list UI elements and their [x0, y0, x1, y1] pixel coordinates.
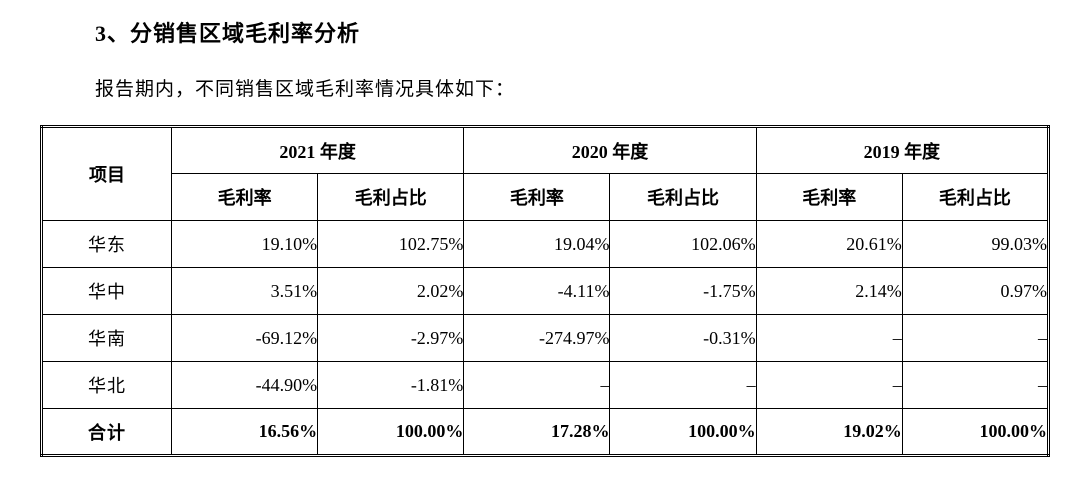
cell-value: 19.02% [755, 408, 903, 456]
cell-value: – [463, 361, 611, 409]
cell-value: 19.04% [463, 220, 611, 268]
cell-value: 17.28% [463, 408, 611, 456]
table-row-huanan: 华南 -69.12% -2.97% -274.97% -0.31% – – [41, 314, 1050, 362]
table-row-huadong: 华东 19.10% 102.75% 19.04% 102.06% 20.61% … [41, 220, 1050, 268]
header-gross-profit-share-2020: 毛利占比 [609, 173, 757, 221]
cell-value: 20.61% [755, 220, 903, 268]
header-gross-margin-2019: 毛利率 [755, 173, 903, 221]
cell-value: – [901, 361, 1050, 409]
cell-value: 100.00% [609, 408, 757, 456]
header-year-2020: 2020 年度 [463, 126, 757, 174]
cell-value: 100.00% [317, 408, 465, 456]
cell-value: -0.31% [609, 314, 757, 362]
header-gross-profit-share-2021: 毛利占比 [317, 173, 465, 221]
cell-value: 100.00% [901, 408, 1050, 456]
cell-value: 102.75% [317, 220, 465, 268]
cell-value: 16.56% [170, 408, 319, 456]
header-gross-margin-2020: 毛利率 [463, 173, 611, 221]
table-row-total: 合计 16.56% 100.00% 17.28% 100.00% 19.02% … [41, 408, 1050, 456]
row-label: 华东 [41, 220, 172, 268]
cell-value: -4.11% [463, 267, 611, 315]
cell-value: -44.90% [170, 361, 319, 409]
header-year-2021: 2021 年度 [170, 126, 465, 174]
row-label: 华北 [41, 361, 172, 409]
cell-value: – [901, 314, 1050, 362]
intro-text: 报告期内，不同销售区域毛利率情况具体如下： [95, 79, 516, 100]
cell-value: – [755, 314, 903, 362]
cell-value: -1.75% [609, 267, 757, 315]
table-header-row-years: 项目 2021 年度 2020 年度 2019 年度 [41, 126, 1050, 221]
header-item: 项目 [41, 126, 172, 221]
cell-value: -274.97% [463, 314, 611, 362]
cell-value: -69.12% [170, 314, 319, 362]
table-row-huazhong: 华中 3.51% 2.02% -4.11% -1.75% 2.14% 0.97% [41, 267, 1050, 315]
cell-value: 2.14% [755, 267, 903, 315]
cell-value: -1.81% [317, 361, 465, 409]
row-label: 合计 [41, 408, 172, 456]
cell-value: 19.10% [170, 220, 319, 268]
header-gross-margin-2021: 毛利率 [170, 173, 319, 221]
cell-value: -2.97% [317, 314, 465, 362]
row-label: 华南 [41, 314, 172, 362]
cell-value: 3.51% [170, 267, 319, 315]
cell-value: – [609, 361, 757, 409]
row-label: 华中 [41, 267, 172, 315]
cell-value: 99.03% [901, 220, 1050, 268]
cell-value: – [755, 361, 903, 409]
gross-margin-by-region-table: 项目 2021 年度 2020 年度 2019 年度 毛利率 毛利占比 毛利率 … [40, 125, 1050, 457]
cell-value: 102.06% [609, 220, 757, 268]
header-year-2019: 2019 年度 [755, 126, 1050, 174]
header-gross-profit-share-2019: 毛利占比 [901, 173, 1050, 221]
cell-value: 0.97% [901, 267, 1050, 315]
table-row-huabei: 华北 -44.90% -1.81% – – – – [41, 361, 1050, 409]
cell-value: 2.02% [317, 267, 465, 315]
section-heading: 3、分销售区域毛利率分析 [95, 21, 361, 46]
table-header-row-metrics: 毛利率 毛利占比 毛利率 毛利占比 毛利率 毛利占比 [42, 173, 1050, 221]
